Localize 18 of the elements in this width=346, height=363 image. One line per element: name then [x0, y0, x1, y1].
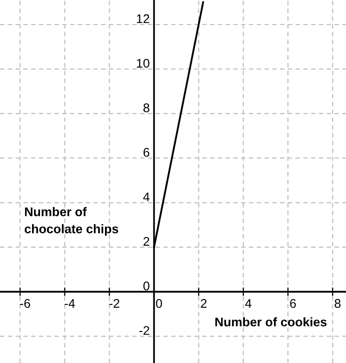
x-tick-label: -4 [64, 299, 75, 308]
x-tick-label: 4 [245, 299, 252, 308]
y-tick-label: 4 [143, 192, 150, 202]
x-axis-title: Number of cookies [215, 317, 327, 326]
x-tick-label: 8 [334, 299, 341, 308]
y-tick-label: 2 [144, 236, 150, 246]
x-tick-label: 6 [290, 299, 296, 308]
y-axis-title: Number of chocolate chips [24, 207, 118, 236]
y-tick-label: 6 [144, 148, 150, 157]
y-tick-label: 12 [136, 14, 150, 24]
y-tick-label: 8 [143, 103, 150, 112]
y-tick-label: 10 [136, 58, 150, 68]
x-tick-label: 2 [200, 299, 207, 308]
y-tick-label: 0 [143, 282, 150, 290]
x-tick-label: 0 [156, 299, 162, 308]
y-tick-label: -2 [139, 326, 150, 335]
x-tick-label: -2 [109, 299, 120, 308]
x-tick-label: -6 [20, 299, 30, 308]
